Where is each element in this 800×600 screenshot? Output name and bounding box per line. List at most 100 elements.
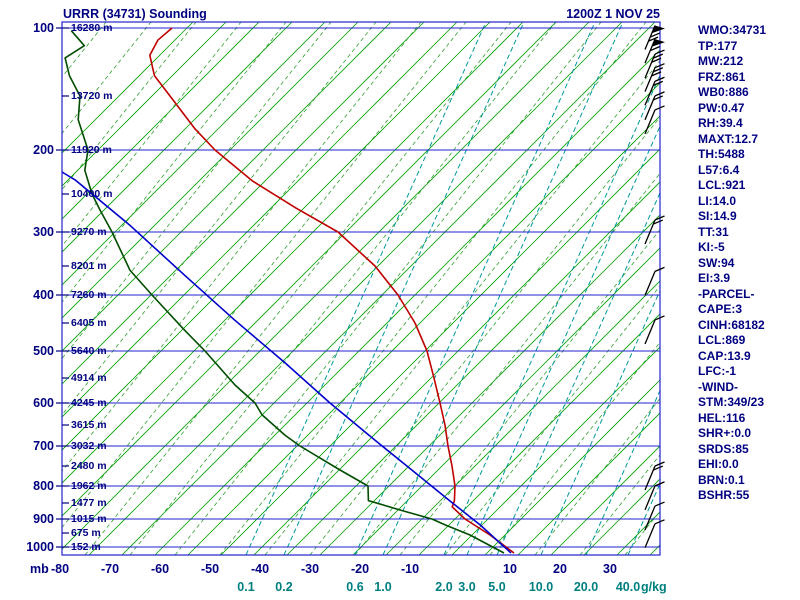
wind-barb-staff: [644, 485, 656, 511]
temperature-tick-label: -50: [200, 562, 220, 576]
stats-line: LFC:-1: [698, 364, 736, 378]
wind-barb-tick: [653, 67, 664, 73]
height-label: 2480 m: [71, 460, 107, 472]
wind-barb-tick: [653, 53, 664, 59]
temperature-tick-label: -60: [150, 562, 170, 576]
wind-barb-tick: [654, 481, 665, 487]
mixing-ratio-tick-label: 5.0: [488, 580, 506, 594]
dewpoint-curve: [64, 30, 505, 554]
mixing-ratio-tick-label: 40.0: [615, 580, 641, 594]
stats-line: LCL:869: [698, 333, 746, 347]
pressure-tick-label: 700: [33, 439, 54, 453]
temperature-tick-label: 20: [553, 562, 567, 576]
stats-line: FRZ:861: [698, 69, 746, 84]
stats-line: TP:177: [698, 38, 738, 53]
stats-line: LCL:921: [698, 178, 746, 192]
chart-title: URRR (34731) Sounding: [63, 7, 207, 21]
wind-barb-tick: [654, 315, 665, 321]
wind-barb-tick: [654, 63, 665, 69]
wind-barb-staff: [644, 505, 656, 531]
temperature-tick-label: -30: [300, 562, 320, 576]
wind-barb-tick: [653, 80, 664, 86]
stats-line: RH:39.4: [698, 116, 743, 130]
wind-barb-tick: [651, 57, 662, 63]
height-label: 3615 m: [71, 419, 107, 431]
stats-section-header: -WIND-: [698, 379, 738, 394]
mixing-unit-label: g/kg: [641, 580, 667, 594]
stats-line: PW:0.47: [698, 100, 745, 115]
height-label: 16280 m: [71, 22, 113, 34]
temperature-tick-label: -10: [400, 562, 420, 576]
wind-barb-tick: [654, 49, 665, 55]
temperature-tick-label: -70: [100, 562, 120, 576]
height-label: 1015 m: [71, 513, 107, 525]
height-label: 3032 m: [71, 440, 107, 452]
wind-barb-tick: [654, 215, 665, 221]
stats-line: BRN:0.1: [698, 472, 745, 487]
pressure-tick-label: 300: [33, 225, 54, 239]
stats-line: CAP:13.9: [698, 348, 751, 363]
wind-barb-tick: [651, 71, 662, 77]
mixing-ratio-tick-label: 0.2: [275, 580, 293, 594]
temperature-tick-label: -40: [250, 562, 270, 576]
mixing-ratio-tick-label: 1.0: [374, 580, 392, 594]
mixing-ratio-tick-label: 3.0: [458, 580, 476, 594]
wind-barb-tick: [653, 219, 664, 225]
wind-barb-tick: [654, 266, 665, 272]
temperature-tick-label: 10: [503, 562, 517, 576]
stats-line: TH:5488: [698, 147, 745, 161]
mixing-ratio-tick-label: 2.0: [435, 580, 453, 594]
height-label: 9270 m: [71, 226, 107, 238]
parcel-curve: [62, 171, 512, 554]
wind-barb-tick: [649, 46, 660, 52]
pressure-tick-label: 400: [33, 288, 54, 302]
wind-barb-tick: [654, 105, 665, 111]
wind-barb-tick: [654, 519, 665, 525]
wind-barb-staff: [644, 271, 656, 296]
height-label: 1477 m: [71, 497, 107, 509]
wind-barb-tick: [653, 95, 664, 101]
pressure-tick-label: 100: [33, 21, 54, 35]
wind-barb-staff: [644, 25, 656, 50]
pressure-tick-label: 800: [33, 479, 54, 493]
height-label: 675 m: [71, 527, 101, 539]
stats-line: KI:-5: [698, 240, 725, 254]
wind-barb-tick: [654, 91, 665, 97]
height-label: 11920 m: [71, 144, 112, 156]
wind-barb-tick: [653, 465, 664, 471]
height-label: 8201 m: [71, 260, 107, 272]
stats-line: TT:31: [698, 224, 729, 239]
wind-barb-staff: [644, 109, 656, 135]
stats-line: L57:6.4: [698, 162, 740, 177]
wind-barb-staff: [644, 38, 656, 64]
wind-barb-flag: [651, 25, 665, 34]
pressure-tick-label: 200: [33, 143, 54, 157]
temperature-tick-label: -20: [350, 562, 370, 576]
wind-barb-flag: [651, 39, 665, 47]
pressure-tick-label: 1000: [26, 540, 54, 554]
stats-line: CAPE:3: [698, 302, 743, 316]
temperature-tick-label: -80: [50, 562, 70, 576]
temperature-tick-label: 30: [603, 562, 617, 576]
stats-line: BSHR:55: [698, 488, 750, 502]
stats-section-header: -PARCEL-: [698, 286, 755, 301]
stats-line: MAXT:12.7: [698, 131, 759, 146]
wind-barb-tick: [654, 76, 665, 82]
stats-line: WMO:34731: [698, 23, 767, 37]
stats-line: MW:212: [698, 54, 744, 68]
stats-line: SI:14.9: [698, 209, 737, 223]
stats-line: EI:3.9: [698, 271, 731, 285]
wind-barb-staff: [644, 523, 656, 549]
wind-barb-tick: [654, 461, 665, 467]
wind-barb-tick: [649, 32, 660, 38]
stats-line: EHI:0.0: [698, 457, 739, 471]
pressure-tick-label: 600: [33, 396, 54, 410]
stats-line: HEL:116: [698, 410, 746, 425]
pressure-gridlines: [56, 21, 661, 556]
wind-barb-staff: [644, 319, 656, 345]
stats-line: LI:14.0: [698, 193, 737, 208]
height-label: 1962 m: [71, 480, 107, 492]
wind-barb-tick: [648, 36, 659, 42]
